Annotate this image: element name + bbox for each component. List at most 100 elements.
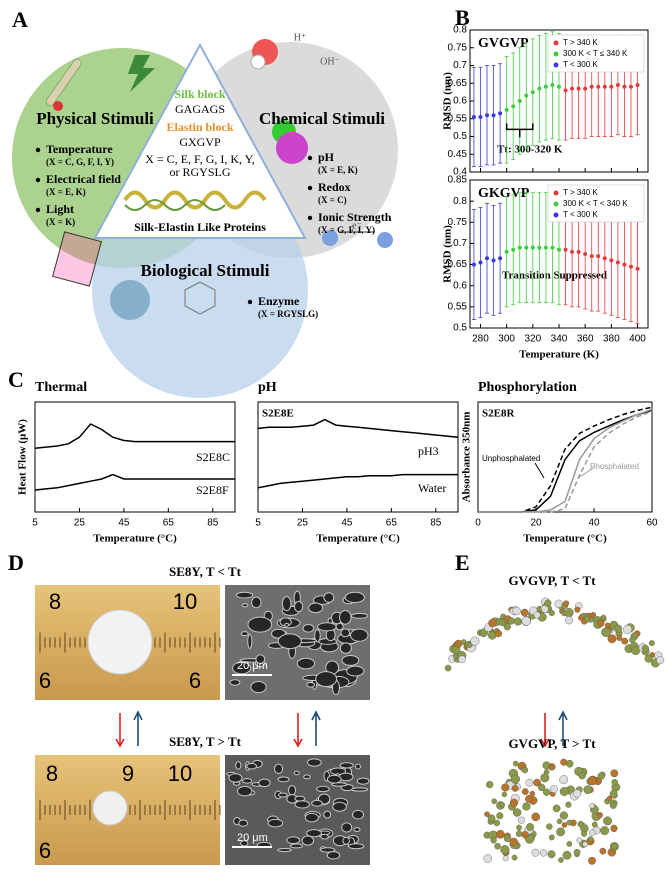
pore <box>294 800 311 809</box>
legend-box <box>547 34 645 73</box>
atom <box>607 634 617 644</box>
atom <box>584 616 591 622</box>
data-point <box>628 84 633 89</box>
x-tick-label: 25 <box>74 518 86 529</box>
pore <box>240 631 249 637</box>
atom <box>559 775 569 785</box>
bracket <box>505 123 534 138</box>
atom <box>540 605 549 613</box>
x-tick-label: 320 <box>524 334 541 345</box>
pore <box>288 785 297 796</box>
atom <box>599 847 607 855</box>
sugar-ring <box>184 281 216 315</box>
sample-disc <box>92 790 128 826</box>
y-tick-label: 0.45 <box>448 149 468 160</box>
x-axis-label: Temperature (K) <box>519 349 599 361</box>
stimulus: Temperature <box>46 142 113 156</box>
data-point <box>589 84 594 89</box>
ruler-number: 10 <box>168 761 192 786</box>
molecule <box>250 54 266 70</box>
bullet <box>35 207 41 213</box>
pore <box>314 629 321 643</box>
pore <box>293 600 304 613</box>
legend-label: T > 340 K <box>563 38 598 47</box>
pore <box>232 781 241 786</box>
data-point <box>511 104 516 109</box>
pore <box>339 762 354 769</box>
data-point <box>543 245 548 250</box>
atom <box>566 819 573 826</box>
y-tick-label: 0.55 <box>448 301 468 312</box>
atom <box>583 785 593 794</box>
center-triangle <box>93 42 307 239</box>
data-point <box>498 256 503 261</box>
group-title: Physical Stimuli <box>36 109 154 128</box>
down-arrow <box>115 713 125 748</box>
atom <box>494 842 501 850</box>
thermometer-bulb <box>53 101 63 111</box>
pore <box>228 773 243 783</box>
pore <box>258 778 271 788</box>
atom <box>589 829 596 836</box>
atom <box>587 775 598 786</box>
pore <box>306 682 316 688</box>
data-point <box>471 262 476 267</box>
pore <box>308 602 324 614</box>
atom <box>502 855 509 862</box>
atom <box>540 773 550 783</box>
atom <box>458 655 466 664</box>
atom <box>521 831 529 839</box>
pore <box>241 603 249 608</box>
atom <box>561 822 568 828</box>
ion <box>377 232 393 248</box>
atom <box>610 769 619 778</box>
pore <box>235 761 242 770</box>
atom <box>444 664 452 672</box>
atom <box>548 609 555 617</box>
y-axis-label: Absorbance 350nm <box>461 412 473 503</box>
data-point <box>498 111 503 116</box>
data-point <box>609 84 614 89</box>
atom <box>559 786 569 797</box>
ruler-number: 8 <box>46 761 58 786</box>
y-tick-label: 0.8 <box>453 25 467 36</box>
atom <box>558 857 564 863</box>
atom <box>623 624 633 634</box>
x-tick-label: 0 <box>475 518 481 529</box>
x-tick-label: 300 <box>498 334 515 345</box>
x-tick-label: 340 <box>551 334 568 345</box>
pore <box>317 622 337 632</box>
atom <box>549 785 558 793</box>
pore <box>339 642 352 654</box>
ion <box>322 230 338 246</box>
atom <box>600 826 610 836</box>
pore <box>277 847 292 853</box>
atom <box>526 823 534 831</box>
pore <box>331 782 348 787</box>
data-point <box>537 86 542 91</box>
residue-note: (X = K) <box>46 217 75 227</box>
atom <box>616 635 623 641</box>
atom <box>556 818 563 825</box>
pore <box>303 774 311 780</box>
y-tick-label: 0.55 <box>448 113 468 124</box>
pore <box>284 622 290 627</box>
pore <box>326 774 342 784</box>
data-point <box>485 113 490 118</box>
enzyme <box>110 280 150 320</box>
series-label: Unphosphalated <box>482 454 540 463</box>
residue-note: (X = E, K) <box>318 165 358 175</box>
x-tick-label: 85 <box>207 518 219 529</box>
panel-title: SE8Y, T < Tt <box>169 564 242 579</box>
atom <box>513 617 523 626</box>
pore <box>306 829 322 838</box>
pore <box>277 792 288 798</box>
residue-note: (X = E, K) <box>46 187 86 197</box>
y-tick-label: 0.7 <box>453 60 467 71</box>
atom <box>500 845 510 855</box>
y-tick-label: 0.8 <box>453 196 467 207</box>
legend-swatch <box>553 51 559 57</box>
atom <box>596 812 603 819</box>
atom <box>556 827 565 837</box>
pore <box>323 592 335 603</box>
